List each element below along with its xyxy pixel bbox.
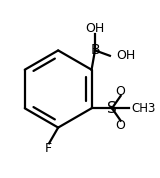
Text: OH: OH <box>85 22 105 35</box>
Text: O: O <box>116 85 126 98</box>
Text: CH3: CH3 <box>131 102 156 115</box>
Text: B: B <box>90 43 100 57</box>
Text: S: S <box>107 101 117 116</box>
Text: OH: OH <box>116 49 136 62</box>
Text: F: F <box>45 142 52 155</box>
Text: O: O <box>116 119 126 132</box>
